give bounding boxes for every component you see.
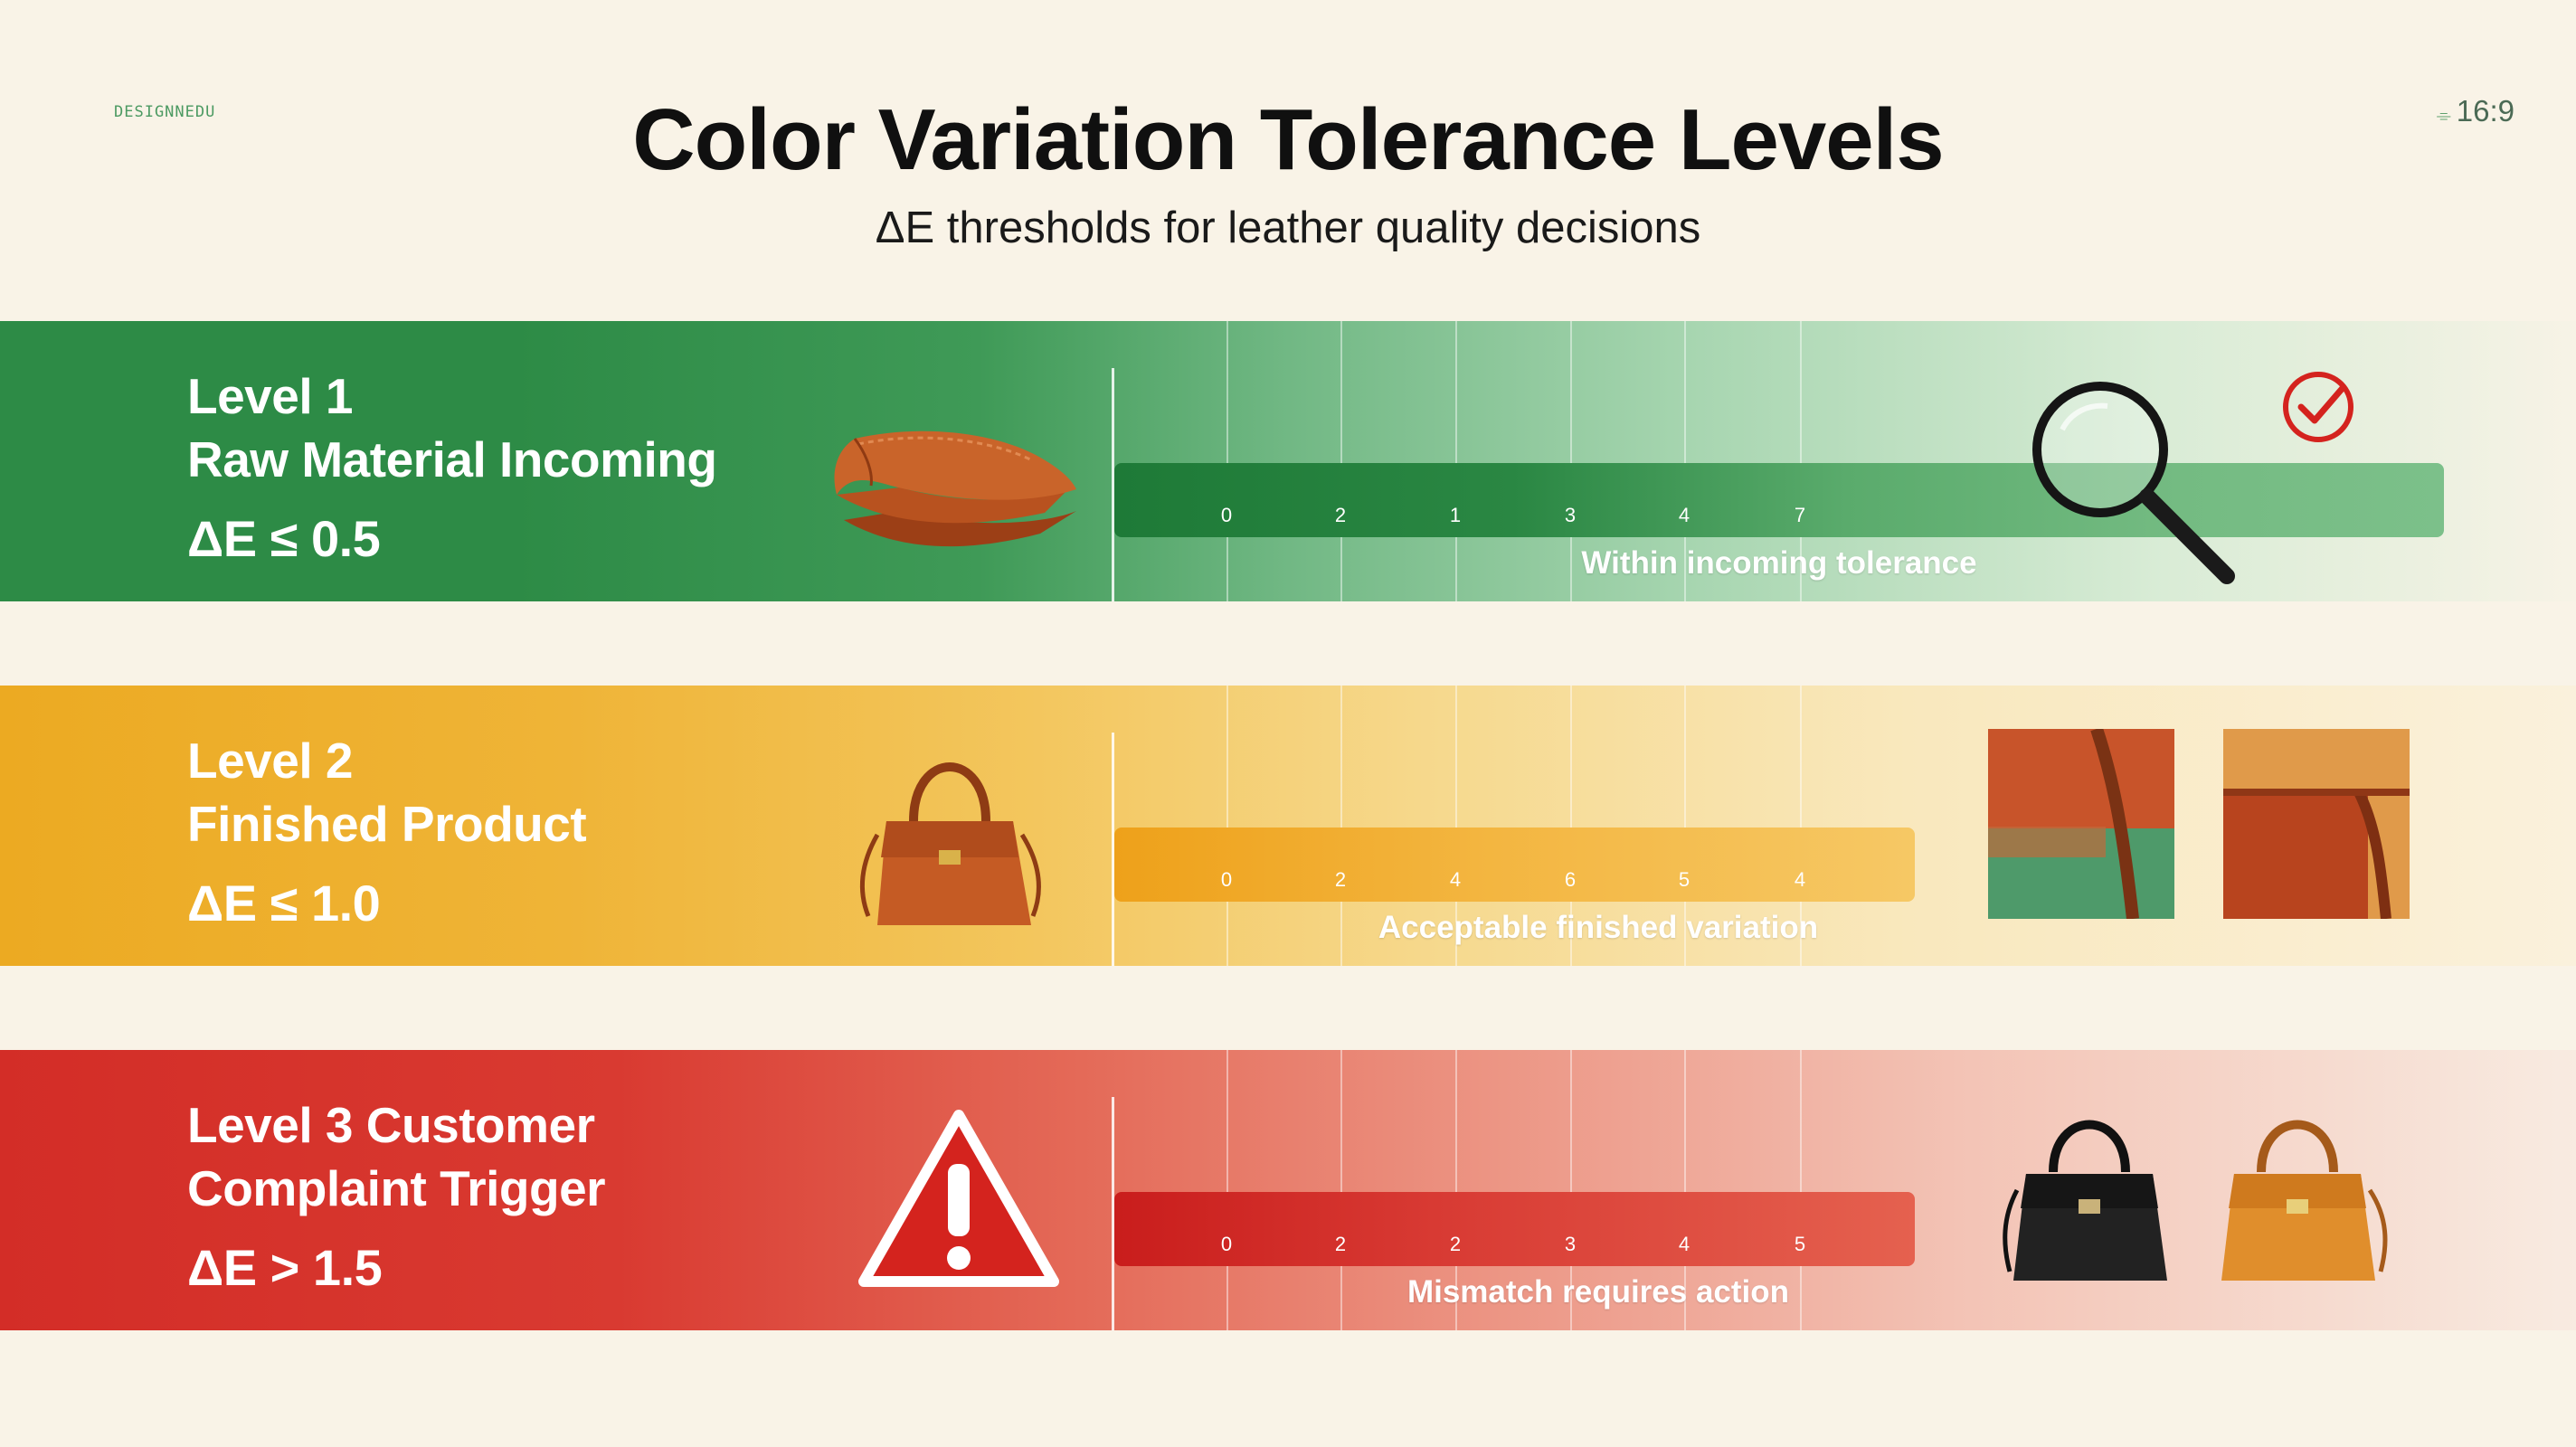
grid-line [1226, 686, 1228, 966]
grid-line [1340, 686, 1342, 966]
level-2-scale-bar [1114, 828, 1915, 902]
aspect-ratio-label: ⌯ 16:9 [2437, 94, 2514, 128]
level-3-threshold: ΔE > 1.5 [187, 1239, 383, 1296]
grid-line [1800, 1050, 1802, 1330]
grid-line [1455, 1050, 1457, 1330]
handbag-icon [2221, 1120, 2388, 1281]
ratio-icon: ⌯ [2436, 106, 2451, 126]
leather-swatch-icon [834, 430, 1076, 547]
tick-label: 4 [1449, 868, 1462, 891]
grid-line [1455, 321, 1457, 601]
grid-line [1455, 686, 1457, 966]
level-1-label: Level 1 Raw Material Incoming ΔE ≤ 0.5 [187, 364, 717, 571]
grid-line [1684, 686, 1686, 966]
level-3-band: Level 3 Customer Complaint Trigger ΔE > … [0, 1050, 2576, 1330]
level-1-scale-bar [1114, 463, 2444, 537]
level-2-caption: Acceptable finished variation [1378, 910, 1819, 945]
grid-line [1684, 321, 1686, 601]
level-1-band: Level 1 Raw Material Incoming ΔE ≤ 0.5 0… [0, 321, 2576, 601]
grid-line [1226, 1050, 1228, 1330]
tick-label: 3 [1564, 1233, 1577, 1255]
tick-label: 2 [1334, 1233, 1347, 1255]
tick-label: 5 [1678, 868, 1690, 891]
level-2-threshold: ΔE ≤ 1.0 [187, 875, 381, 932]
tick-label: 6 [1564, 868, 1577, 891]
level-1-caption: Within incoming tolerance [1581, 545, 1977, 581]
warning-icon [858, 1110, 1059, 1287]
tick-label: 0 [1220, 1233, 1233, 1255]
tick-label: 0 [1220, 504, 1233, 526]
magnifier-icon [2032, 382, 2235, 584]
level-2-band: Level 2 Finished Product ΔE ≤ 1.0 0 2 4 … [0, 686, 2576, 966]
tick-label: 2 [1334, 504, 1347, 526]
tick-label: 7 [1794, 504, 1806, 526]
grid-line [1570, 686, 1572, 966]
tick-label: 2 [1334, 868, 1347, 891]
level-1-threshold: ΔE ≤ 0.5 [187, 510, 381, 567]
grid-line [1226, 321, 1228, 601]
handbag-icon [2003, 1120, 2167, 1281]
grid-line [1800, 686, 1802, 966]
tick-label: 1 [1449, 504, 1462, 526]
level-1-stage: Raw Material Incoming [187, 431, 717, 487]
check-mark-icon [2283, 372, 2353, 442]
grid-line [1570, 321, 1572, 601]
level-2-divider [1112, 733, 1114, 966]
level-2-stage: Finished Product [187, 796, 587, 852]
tick-label: 2 [1449, 1233, 1462, 1255]
tick-label: 4 [1678, 504, 1690, 526]
grid-line [1800, 321, 1802, 601]
tick-label: 3 [1564, 504, 1577, 526]
level-3-label: Level 3 Customer Complaint Trigger ΔE > … [187, 1093, 606, 1300]
level-3-title: Level 3 Customer [187, 1097, 595, 1153]
tick-label: 0 [1220, 868, 1233, 891]
brand-mark: DESIGNNEDU [114, 103, 216, 121]
level-3-caption: Mismatch requires action [1406, 1274, 1790, 1310]
page-subtitle: ΔE thresholds for leather quality decisi… [875, 203, 1701, 252]
leather-sample-icon [1988, 729, 2174, 919]
level-3-divider [1112, 1097, 1114, 1330]
level-2-label: Level 2 Finished Product ΔE ≤ 1.0 [187, 729, 587, 935]
grid-line [1570, 1050, 1572, 1330]
aspect-ratio-text: 16:9 [2456, 94, 2514, 128]
leather-sample-icon [2223, 729, 2410, 919]
tick-label: 4 [1678, 1233, 1690, 1255]
grid-line [1340, 1050, 1342, 1330]
page-title: Color Variation Tolerance Levels [632, 91, 1944, 188]
level-3-scale-bar [1114, 1192, 1915, 1266]
grid-line [1684, 1050, 1686, 1330]
level-2-title: Level 2 [187, 733, 354, 789]
tick-label: 4 [1794, 868, 1806, 891]
level-3-stage: Complaint Trigger [187, 1160, 606, 1216]
grid-line [1340, 321, 1342, 601]
level-1-title: Level 1 [187, 368, 354, 424]
tick-label: 5 [1794, 1233, 1806, 1255]
handbag-icon [859, 762, 1041, 925]
level-1-divider [1112, 368, 1114, 601]
